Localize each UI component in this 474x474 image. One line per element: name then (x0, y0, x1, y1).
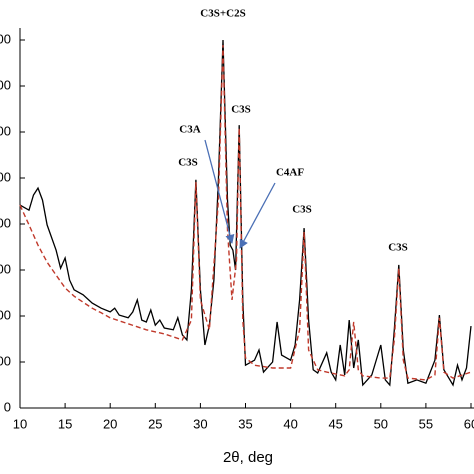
annotation: C3S (231, 104, 251, 116)
x-tick-label: 20 (103, 416, 117, 431)
series-line (19, 45, 472, 381)
x-tick-label: 45 (328, 416, 342, 431)
x-tick-label: 35 (238, 416, 252, 431)
y-tick-label: 200 (0, 307, 11, 322)
annotation: C3A (179, 124, 200, 136)
y-tick-label: 400 (0, 215, 11, 230)
series-line (19, 39, 472, 387)
x-tick-label: 50 (374, 416, 388, 431)
y-tick-label: 700 (0, 77, 11, 92)
annotation: C3S+C2S (200, 8, 245, 20)
x-tick-label: 55 (419, 416, 433, 431)
annotation: C3S (388, 242, 408, 254)
annotation: C3S (292, 204, 312, 216)
y-tick-label: 100 (0, 353, 11, 368)
y-tick-label: 500 (0, 169, 11, 184)
y-tick-label: 0 (4, 399, 11, 414)
x-tick-label: 40 (283, 416, 297, 431)
x-axis-label: 2θ, deg (223, 449, 273, 466)
annotation: C3S (178, 157, 198, 169)
arrow (204, 139, 235, 244)
y-tick-label: 800 (0, 31, 11, 46)
x-tick-label: 30 (193, 416, 207, 431)
x-tick-label: 60 (464, 416, 474, 431)
arrow (239, 182, 276, 249)
x-tick-label: 15 (58, 416, 72, 431)
y-tick-label: 300 (0, 261, 11, 276)
x-tick-label: 25 (148, 416, 162, 431)
y-tick-label: 600 (0, 123, 11, 138)
plot-area: 0 100 200 300 400 500 600 700 800 10 15 20 25 30 35 40 4… (0, 28, 474, 431)
x-tick-label: 10 (13, 416, 27, 431)
annotation: C4AF (276, 167, 304, 179)
